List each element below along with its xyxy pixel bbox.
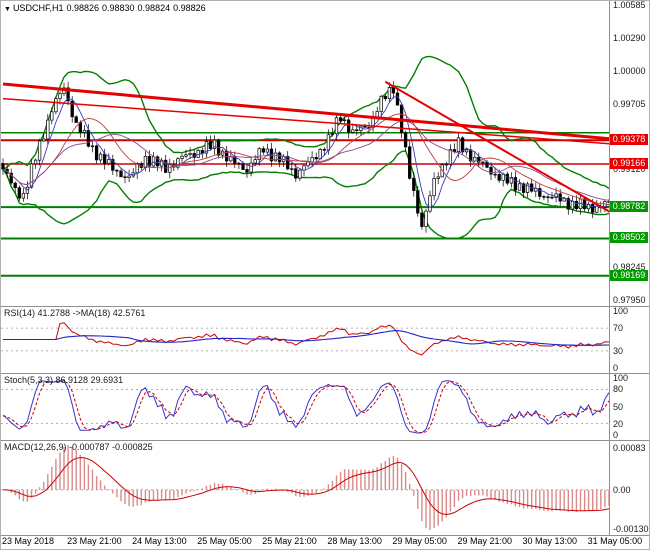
- stoch-tick: 0: [613, 430, 619, 440]
- price-chart-panel: ▼ USDCHF,H1 0.98826 0.98830 0.98824 0.98826 1…: [1, 1, 649, 307]
- price-level-badge: 0.98502: [610, 232, 648, 244]
- price-tick: 1.00000: [613, 65, 646, 76]
- rsi-axis: 100 70 30 0: [609, 306, 649, 373]
- price-tick: 0.97950: [613, 295, 646, 306]
- price-level-badge: 0.98782: [610, 201, 648, 213]
- macd-axis: 0.00083 0.00 -0.00130: [609, 441, 649, 535]
- rsi-tick: 0: [613, 363, 619, 373]
- macd-tick: 0.00083: [613, 443, 646, 453]
- symbol-header: ▼ USDCHF,H1 0.98826 0.98830 0.98824 0.98826: [4, 3, 209, 13]
- macd-tick: -0.00130: [613, 524, 649, 534]
- rsi-tick: 30: [613, 345, 624, 356]
- symbol-label: USDCHF,H1: [12, 3, 64, 13]
- macd-tick: 0.00: [613, 484, 631, 495]
- price-tick: 0.99120: [613, 164, 646, 175]
- price-tick: 1.00290: [613, 33, 646, 43]
- macd-label: MACD(12,26,9) -0.000787 -0.000825: [4, 442, 153, 452]
- stoch-tick: 20: [613, 418, 624, 429]
- quote-open: 0.98826: [66, 3, 99, 13]
- time-label: 25 May 05:00: [197, 536, 252, 546]
- rsi-panel: RSI(14) 41.2788 ->MA(18) 42.5761 100 70 30…: [1, 306, 649, 374]
- rsi-tick: 70: [613, 323, 624, 334]
- price-tick: 0.99705: [613, 98, 646, 109]
- price-axis: 1.00585 1.00290 1.00000 0.99705 0.99120 0.982…: [609, 1, 649, 306]
- price-level-badge: 0.99378: [610, 134, 648, 146]
- stochastic-chart[interactable]: [1, 374, 611, 440]
- price-tick: 0.98245: [613, 262, 646, 273]
- macd-panel: MACD(12,26,9) -0.000787 -0.000825 0.0008…: [1, 441, 649, 536]
- quote-close: 0.98826: [173, 3, 206, 13]
- quote-high: 0.98830: [102, 3, 135, 13]
- time-label: 29 May 05:00: [392, 536, 447, 546]
- stoch-tick: 100: [613, 373, 629, 383]
- time-label: 23 May 21:00: [67, 536, 122, 546]
- quote-low: 0.98824: [137, 3, 171, 13]
- time-axis: 23 May 2018 23 May 21:00 24 May 13:00 25 Ma…: [1, 536, 649, 549]
- stochastic-axis: 100 80 50 20 0: [609, 373, 649, 440]
- price-tick: 1.00585: [613, 0, 646, 10]
- time-label: 23 May 2018: [2, 536, 55, 546]
- time-label: 24 May 13:00: [132, 536, 187, 546]
- price-level-badge: 0.98169: [610, 269, 648, 281]
- symbol-dropdown-icon[interactable]: ▼: [4, 6, 11, 13]
- time-label: 30 May 13:00: [522, 536, 578, 546]
- time-label: 31 May 05:00: [587, 536, 643, 546]
- rsi-tick: 100: [613, 306, 629, 316]
- stochastic-label: Stoch(5,3,3) 86.9128 29.6931: [4, 375, 124, 385]
- stoch-tick: 50: [613, 401, 624, 412]
- price-level-badge: 0.99166: [610, 158, 648, 170]
- stoch-tick: 80: [613, 384, 624, 395]
- rsi-label: RSI(14) 41.2788 ->MA(18) 42.5761: [4, 308, 146, 318]
- candlestick-chart[interactable]: [1, 1, 611, 306]
- stochastic-panel: Stoch(5,3,3) 86.9128 29.6931 100 80 50 20 0: [1, 373, 649, 441]
- macd-chart[interactable]: [1, 441, 611, 535]
- rsi-chart[interactable]: [1, 307, 611, 373]
- time-label: 29 May 21:00: [457, 536, 512, 546]
- time-label: 25 May 21:00: [262, 536, 317, 546]
- time-label: 28 May 13:00: [327, 536, 382, 546]
